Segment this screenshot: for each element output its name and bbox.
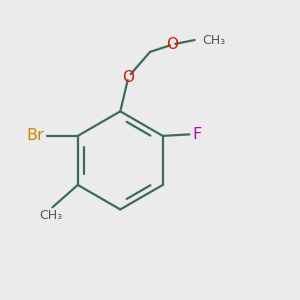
Text: O: O [122,70,134,85]
Text: F: F [193,127,202,142]
Text: Br: Br [26,128,44,143]
Text: CH₃: CH₃ [40,209,63,222]
Text: CH₃: CH₃ [202,34,225,46]
Text: O: O [166,37,178,52]
